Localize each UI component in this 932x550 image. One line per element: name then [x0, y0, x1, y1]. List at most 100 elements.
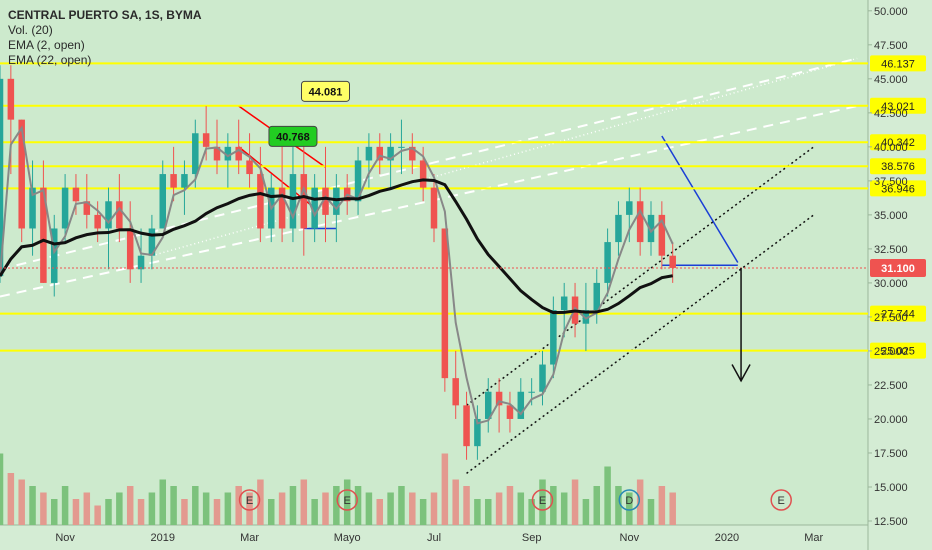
candle-body: [398, 146, 405, 148]
candle-body: [311, 187, 318, 229]
candle-body: [387, 146, 394, 161]
level-tag-label: 40.342: [881, 137, 915, 149]
candle-body: [636, 201, 644, 243]
level-tag-label: 46.137: [881, 58, 915, 70]
level-tag: [870, 134, 926, 151]
candle-body: [376, 146, 384, 161]
volume-bar: [246, 492, 253, 525]
x-tick-label: Jul: [427, 532, 441, 544]
y-tick-label: 32.500: [874, 244, 908, 256]
candle-body: [192, 133, 199, 175]
candle-body: [235, 146, 242, 161]
candle-body: [202, 133, 210, 147]
volume-bar: [658, 486, 666, 525]
volume-bar: [560, 492, 568, 525]
level-tag-label: 27.744: [881, 309, 915, 321]
callout-box: [301, 80, 350, 102]
candle-body: [257, 174, 264, 229]
candle-body: [333, 187, 340, 215]
event-marker-label: E: [344, 495, 351, 507]
uptrend-support-line: [466, 214, 815, 474]
volume-bar: [593, 486, 601, 525]
y-tick-label: 12.500: [874, 516, 908, 528]
candle-body: [593, 282, 601, 311]
time-axis-panel: [0, 525, 868, 550]
volume-bar: [202, 492, 210, 525]
event-marker-label: E: [778, 495, 785, 507]
volume-bar: [311, 499, 318, 525]
y-tick-label: 37.500: [874, 176, 908, 188]
candle-body: [409, 146, 416, 161]
candle-body: [50, 228, 58, 283]
volume-bar: [517, 492, 525, 525]
candle-body: [626, 201, 633, 215]
plot-background: [0, 0, 868, 525]
callout-label: 40.768: [276, 131, 310, 143]
event-marker: [531, 489, 554, 511]
volume-bar: [213, 499, 221, 525]
candle-body: [126, 228, 134, 270]
volume-bar: [29, 486, 36, 525]
x-tick-label: 2019: [151, 532, 175, 544]
volume-bar: [116, 492, 123, 525]
volume-bar: [126, 486, 134, 525]
volume-bar: [636, 479, 644, 525]
volume-bar: [419, 499, 427, 525]
candle-body: [474, 418, 481, 447]
volume-bar: [474, 499, 481, 525]
y-tick-label: 47.500: [874, 40, 908, 52]
level-tag-label: 36.946: [881, 183, 915, 195]
y-tick-label: 17.500: [874, 448, 908, 460]
candle-body: [213, 146, 221, 161]
channel-upper-dashed-line: [0, 57, 858, 271]
y-tick-label: 20.000: [874, 414, 908, 426]
candle-body: [0, 78, 4, 277]
legend-ema-22: EMA (22, open): [8, 53, 92, 67]
x-tick-label: Mar: [240, 532, 259, 544]
volume-bar: [137, 499, 145, 525]
volume-bar: [354, 486, 362, 525]
level-tag: [870, 158, 926, 175]
event-marker: [336, 489, 358, 511]
candle-body: [506, 405, 514, 419]
level-tag: [870, 97, 926, 114]
volume-bar: [289, 486, 297, 525]
candle-body: [354, 160, 362, 202]
candle-body: [582, 310, 590, 324]
volume-bar: [343, 479, 351, 525]
y-tick-label: 22.500: [874, 380, 908, 392]
ema-2-line: [0, 125, 674, 425]
candle-body: [18, 119, 25, 229]
candle-body: [615, 214, 622, 243]
volume-bar: [528, 499, 535, 525]
candle-body: [170, 174, 177, 188]
candle-body: [550, 310, 557, 365]
candle-body: [224, 146, 232, 161]
volume-bar: [159, 479, 167, 525]
y-tick-label: 30.000: [874, 278, 908, 290]
last-price-tag-label: 31.100: [881, 263, 915, 275]
y-tick-label: 15.000: [874, 482, 908, 494]
candle-body: [517, 391, 525, 419]
candle-body: [604, 242, 611, 283]
volume-bar: [452, 479, 459, 525]
candle-body: [452, 378, 459, 406]
volume-bar: [192, 486, 199, 525]
candle-body: [322, 187, 329, 215]
callout-label: 44.081: [309, 86, 343, 98]
candle-body: [658, 214, 666, 256]
volume-bar: [615, 486, 622, 525]
volume-bar: [387, 492, 394, 525]
volume-bar: [376, 499, 384, 525]
volume-bar: [441, 453, 449, 525]
level-tag-label: 25.025: [881, 346, 915, 358]
candle-body: [72, 187, 80, 202]
event-marker: [618, 489, 641, 511]
candle-body: [7, 78, 15, 120]
uptrend-resistance-line: [466, 146, 815, 406]
chart-legend: CENTRAL PUERTO SA, 1S, BYMA Vol. (20) EM…: [8, 8, 202, 68]
candle-body: [40, 187, 47, 283]
candle-body: [365, 146, 373, 161]
volume-bar: [257, 479, 264, 525]
